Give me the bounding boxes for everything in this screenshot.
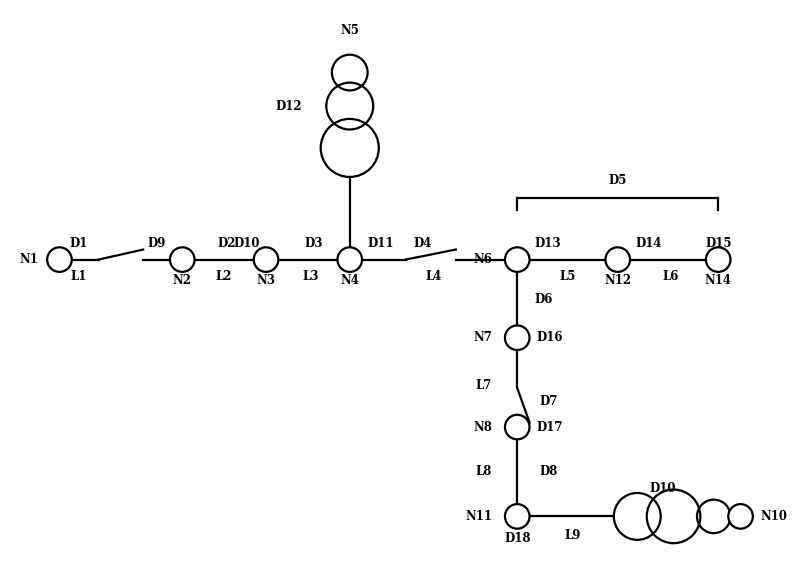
Text: D4: D4	[413, 237, 431, 251]
Text: D10: D10	[649, 482, 676, 495]
Circle shape	[505, 325, 530, 350]
Text: N3: N3	[257, 274, 275, 288]
Text: D10: D10	[234, 237, 260, 251]
Text: L5: L5	[559, 270, 576, 283]
Text: N6: N6	[474, 253, 492, 266]
Circle shape	[505, 415, 530, 439]
Text: L6: L6	[662, 270, 679, 283]
Circle shape	[47, 247, 72, 272]
Text: N10: N10	[760, 510, 787, 523]
Circle shape	[728, 504, 753, 528]
Text: D13: D13	[534, 237, 562, 251]
Text: D16: D16	[537, 331, 563, 344]
Text: D5: D5	[609, 174, 627, 187]
Text: L4: L4	[426, 270, 442, 283]
Text: D14: D14	[635, 237, 662, 251]
Text: L8: L8	[476, 465, 492, 478]
Text: D2: D2	[218, 237, 236, 251]
Text: N4: N4	[340, 274, 359, 288]
Circle shape	[338, 247, 362, 272]
Text: D11: D11	[367, 237, 394, 251]
Text: D3: D3	[304, 237, 322, 251]
Text: D12: D12	[276, 99, 302, 113]
Circle shape	[505, 504, 530, 528]
Circle shape	[170, 247, 194, 272]
Text: N2: N2	[173, 274, 192, 288]
Text: L3: L3	[302, 270, 319, 283]
Text: L9: L9	[565, 530, 582, 542]
Text: N11: N11	[465, 510, 492, 523]
Circle shape	[606, 247, 630, 272]
Circle shape	[706, 247, 730, 272]
Text: D1: D1	[70, 237, 88, 251]
Text: N7: N7	[474, 331, 492, 344]
Text: N12: N12	[604, 274, 631, 288]
Text: D7: D7	[539, 396, 558, 408]
Text: L1: L1	[71, 270, 87, 283]
Text: D6: D6	[534, 293, 552, 306]
Text: N14: N14	[705, 274, 732, 288]
Text: N8: N8	[474, 420, 492, 434]
Text: D9: D9	[148, 237, 166, 251]
Circle shape	[505, 247, 530, 272]
Circle shape	[254, 247, 278, 272]
Text: D18: D18	[504, 532, 530, 545]
Text: D8: D8	[539, 465, 558, 478]
Text: N1: N1	[19, 253, 38, 266]
Text: L7: L7	[476, 379, 492, 392]
Text: N5: N5	[340, 24, 359, 37]
Text: D17: D17	[537, 420, 563, 434]
Text: L2: L2	[216, 270, 232, 283]
Text: D15: D15	[705, 237, 731, 251]
